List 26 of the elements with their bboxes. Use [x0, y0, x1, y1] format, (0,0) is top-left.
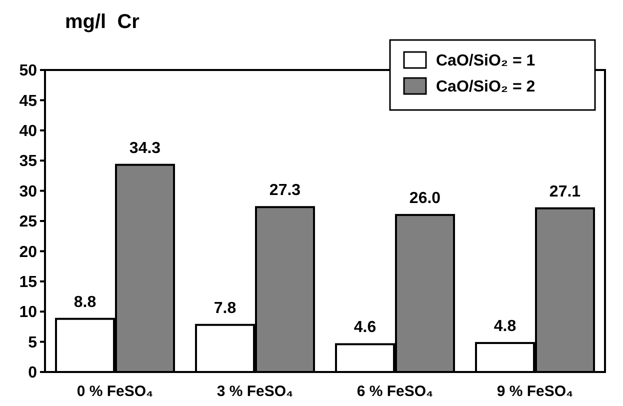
y-tick-label: 35	[19, 153, 38, 170]
y-tick-label: 50	[19, 62, 38, 80]
x-tick-label: 6 % FeSO₄	[356, 383, 434, 400]
x-tick-label: 3 % FeSO₄	[216, 383, 294, 400]
x-tick-label: 9 % FeSO₄	[496, 383, 574, 400]
x-tick-label: 0 % FeSO₄	[76, 383, 154, 400]
y-tick-label: 40	[19, 123, 38, 140]
legend-label: CaO/SiO₂ = 2	[436, 78, 536, 96]
data-label: 8.8	[74, 294, 96, 311]
y-tick-label: 15	[19, 274, 38, 291]
y-tick-label: 10	[19, 304, 38, 322]
data-label: 27.1	[549, 183, 581, 200]
y-axis-title: mg/l Cr	[65, 11, 140, 33]
y-tick-label: 20	[19, 244, 38, 261]
data-label: 7.8	[214, 300, 236, 317]
y-tick-label: 0	[28, 364, 38, 382]
y-tick-label: 25	[19, 214, 38, 231]
legend-label: CaO/SiO₂ = 1	[436, 52, 536, 70]
data-label: 27.3	[269, 182, 301, 200]
data-label: 26.0	[409, 190, 441, 207]
data-label: 4.8	[494, 318, 516, 336]
y-tick-label: 5	[28, 334, 38, 352]
y-tick-label: 30	[19, 183, 38, 200]
data-label: 4.6	[354, 319, 376, 336]
y-tick-label: 45	[19, 92, 38, 110]
data-label: 34.3	[129, 140, 161, 157]
